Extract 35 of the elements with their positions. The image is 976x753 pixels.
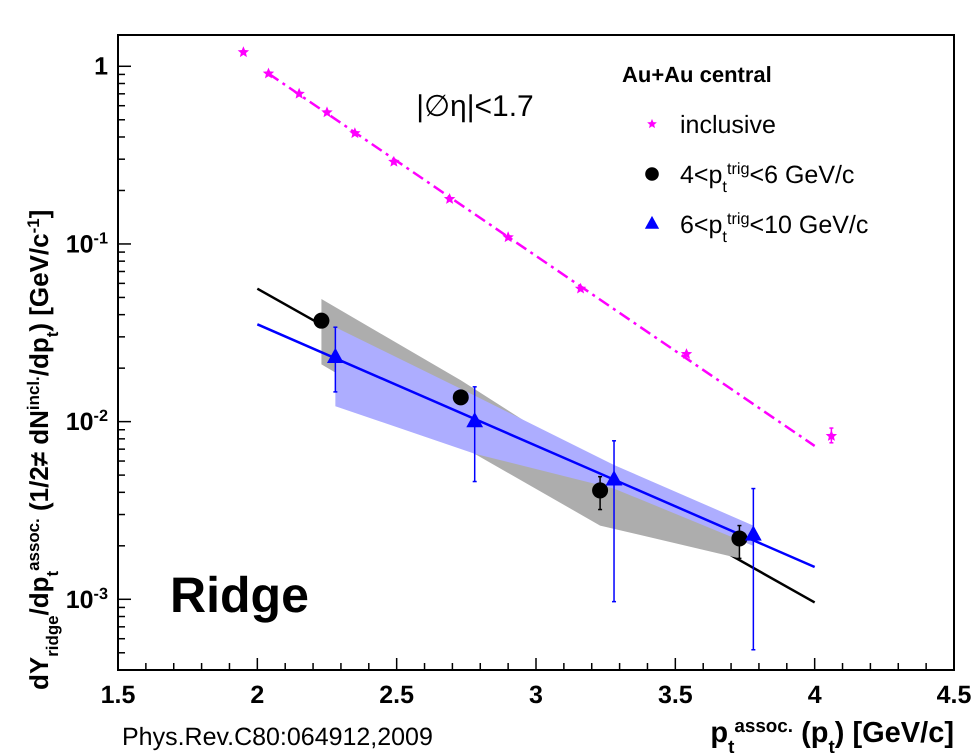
annotation: |∅η|<1.7 (416, 90, 534, 123)
point (349, 127, 361, 138)
y-tick-label: 10$^{-3}$ (66, 584, 108, 614)
x-axis-title: p$_{t}$$^{assoc.}$ (p$_{t}$) [GeV/c] (710, 714, 954, 753)
x-tick-label: 3.5 (658, 681, 693, 709)
point (313, 312, 330, 329)
point (592, 482, 608, 498)
x-tick-label: 3 (529, 681, 543, 709)
point (262, 68, 274, 78)
x-tick-label: 2 (250, 681, 264, 709)
point (321, 106, 333, 118)
text: Phys.Rev.C80:064912,2009 (122, 723, 433, 751)
point (388, 156, 400, 167)
y-tick-label: 10$^{-2}$ (66, 407, 108, 436)
point (680, 348, 692, 359)
point (293, 88, 305, 99)
legend-label: 4<p$_{t}$$^{trig}$<6 GeV/c (680, 160, 854, 196)
point (444, 193, 456, 204)
legend-label: inclusive (680, 111, 776, 139)
point (238, 46, 250, 58)
annotation: Ridge (170, 567, 309, 623)
legend-title: Au+Au central (622, 62, 772, 87)
point (826, 430, 838, 441)
legend-label: 6<p$_{t}$$^{trig}$<10 GeV/c (680, 210, 868, 246)
x-tick-label: 4.5 (936, 681, 972, 709)
point (452, 389, 469, 406)
point (502, 231, 514, 242)
x-tick-label: 2.5 (379, 681, 414, 709)
x-tick-label: 4 (808, 681, 822, 709)
point (466, 412, 484, 428)
x-tick-label: 1.5 (100, 681, 136, 709)
y-tick-label: 1 (94, 52, 108, 80)
point (574, 282, 586, 294)
y-tick-label: 10$^{-1}$ (66, 229, 108, 258)
point (731, 530, 748, 546)
